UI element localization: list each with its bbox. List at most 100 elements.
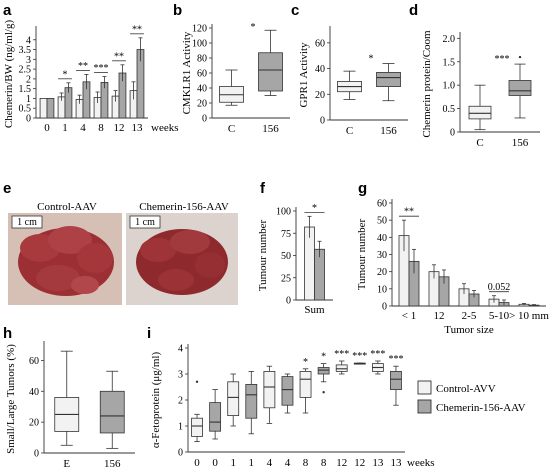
y-tick-label: 1 <box>178 422 183 433</box>
bar <box>304 226 315 301</box>
photo-title-chemerin: Chemerin-156-AAV <box>139 201 229 213</box>
x-tick-label: Sum <box>304 304 325 316</box>
x-tick-label: 156 <box>512 137 529 149</box>
significance-label: *** <box>94 63 109 74</box>
box <box>317 367 330 375</box>
tumour-nodule <box>48 226 92 254</box>
y-axis-label: Chemerin/BW (ng/ml/g) <box>3 20 15 129</box>
box <box>258 52 283 92</box>
legend: Control-AVV Chemerin-156-AAV <box>417 380 526 414</box>
chart-d: 0 0.5 1.0 1.5 2.0 Chemerin protein/Coom C 156 **… <box>421 30 540 149</box>
chart-h: 0 20 40 60 Small/Large Tumors (%) E 156 <box>5 341 135 470</box>
box <box>99 390 125 434</box>
x-tick-label: 13 <box>132 122 144 134</box>
significance-label: * <box>368 53 373 64</box>
x-axis-label: weeks <box>407 457 435 469</box>
scale-bar <box>129 215 161 229</box>
scale-bar <box>11 215 43 229</box>
y-tick-label: 75 <box>281 229 291 240</box>
significance-label: * <box>63 69 68 80</box>
bar <box>46 98 55 119</box>
y-tick-label: 1 <box>26 94 31 105</box>
x-tick-label: E <box>63 458 70 470</box>
box <box>335 364 348 372</box>
y-tick-label: 40 <box>29 387 39 398</box>
y-tick-label: 20 <box>377 267 387 278</box>
y-tick-label: 1.0 <box>443 81 456 92</box>
y-tick-label: 50 <box>281 251 291 262</box>
box <box>191 417 203 437</box>
y-axis-label: Tumour number <box>257 219 269 291</box>
y-tick-label: 25 <box>281 273 291 284</box>
legend-swatch-chemerin <box>417 399 432 414</box>
significance-label: * <box>312 203 317 214</box>
panel-label-d: d <box>409 2 418 19</box>
y-axis-label: Tumour number <box>356 218 368 290</box>
tumour-nodule <box>140 238 176 262</box>
x-tick-label: 8 <box>303 457 309 469</box>
significance-label: ** <box>114 51 124 62</box>
x-tick-label: 12 <box>434 310 445 322</box>
x-tick-label: 1 <box>230 457 236 469</box>
y-axis-label: CMKLR1 Activity <box>181 31 193 114</box>
x-tick-label: 0 <box>212 457 218 469</box>
x-tick-label: 0 <box>44 122 50 134</box>
x-tick-label: 0 <box>194 457 200 469</box>
box <box>376 72 401 87</box>
scale-bar-label: 1 cm <box>135 217 155 228</box>
x-tick-label: 8 <box>321 457 327 469</box>
y-tick-label: 3 <box>26 55 31 66</box>
y-tick-label: 0 <box>382 302 387 313</box>
tumour-nodule <box>170 230 210 254</box>
liver-photo-control: Control-AAV 1 cm <box>8 201 122 305</box>
panel-label-i: i <box>147 325 151 342</box>
y-tick-label: 40 <box>377 233 387 244</box>
legend-label-chemerin: Chemerin-156-AAV <box>436 402 526 414</box>
x-tick-label: 12 <box>114 122 125 134</box>
x-tick-label: 4 <box>267 457 273 469</box>
outlier-point <box>518 55 522 59</box>
box <box>245 383 258 419</box>
x-tick-label: 13 <box>390 457 402 469</box>
y-tick-label: 100 <box>192 39 207 50</box>
tumour-nodule <box>77 243 113 273</box>
y-axis-label: Small/Large Tumors (%) <box>5 344 17 454</box>
y-tick-label: 1.5 <box>19 84 32 95</box>
x-tick-label: 5-10 <box>489 310 510 322</box>
y-tick-label: 2 <box>178 396 183 407</box>
y-tick-label: 0 <box>320 116 325 127</box>
significance-label: ** <box>132 24 142 35</box>
significance-label: *** <box>352 351 367 362</box>
panel-label-h: h <box>3 325 12 342</box>
y-axis-label: GPR1 Activity <box>298 42 310 108</box>
x-tick-label: C <box>476 137 483 149</box>
y-tick-label: 4 <box>178 344 183 355</box>
y-tick-label: 0 <box>450 128 455 139</box>
panel-label-f: f <box>260 180 266 197</box>
y-tick-label: 40 <box>197 84 207 95</box>
tumour-nodule <box>158 269 194 291</box>
y-tick-label: 1.5 <box>443 57 456 68</box>
x-tick-label: 12 <box>354 457 365 469</box>
significance-label: * <box>303 357 308 368</box>
significance-label: *** <box>370 349 385 360</box>
chart-c: 0 20 40 60 GPR1 Activity C 156 * <box>298 26 408 137</box>
x-tick-label: 156 <box>262 123 279 135</box>
significance-label: *** <box>495 54 510 65</box>
panel-label-c: c <box>291 2 299 19</box>
box <box>390 370 402 390</box>
y-tick-label: 2 <box>26 74 31 85</box>
y-tick-label: 60 <box>377 199 387 210</box>
photo-title-control: Control-AAV <box>37 201 97 213</box>
x-tick-label: 12 <box>336 457 347 469</box>
significance-label: ** <box>404 207 414 218</box>
y-tick-label: 120 <box>192 24 207 35</box>
y-tick-label: 60 <box>29 356 39 367</box>
box <box>508 80 532 96</box>
x-tick-label: 2-5 <box>462 310 477 322</box>
y-tick-label: 0.5 <box>19 104 32 115</box>
y-axis-label: Chemerin protein/Coom <box>421 30 433 138</box>
x-tick-label: 1 <box>249 457 255 469</box>
